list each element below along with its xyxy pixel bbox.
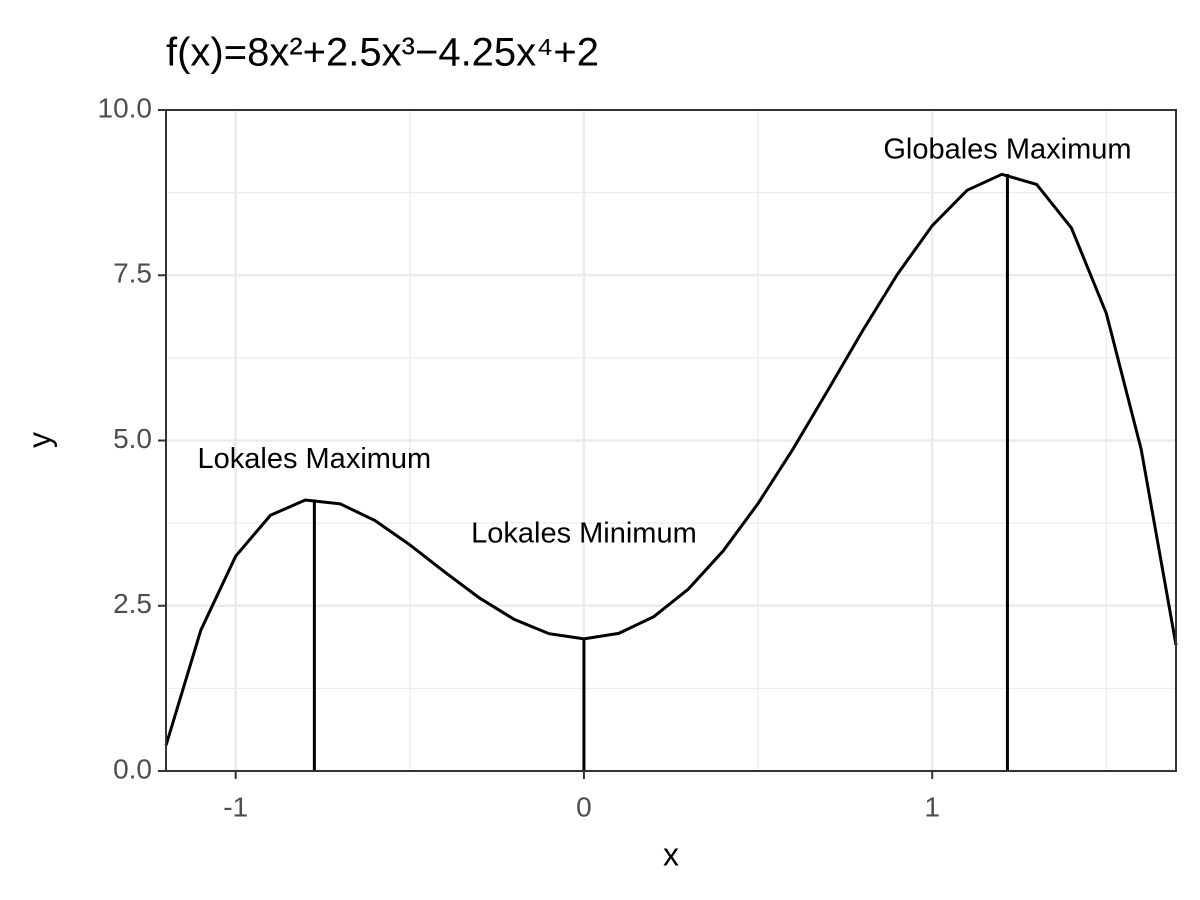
x-axis-title: x [663, 836, 679, 872]
y-axis-title: y [21, 432, 57, 448]
y-tick-label: 2.5 [113, 588, 152, 619]
x-tick-label: 0 [576, 791, 592, 822]
panel-border [165, 109, 1177, 772]
y-tick-label: 5.0 [113, 423, 152, 454]
annotation: Globales Maximum [883, 134, 1131, 166]
y-tick-label: 10.0 [98, 92, 153, 123]
x-tick-label: 1 [924, 791, 940, 822]
x-tick-label: -1 [223, 791, 248, 822]
annotation: Lokales Maximum [198, 443, 432, 475]
chart-title: f(x)=8x²+2.5x³−4.25x⁴+2 [166, 31, 599, 75]
y-tick-label: 0.0 [113, 753, 152, 784]
y-tick-label: 7.5 [113, 258, 152, 289]
annotation: Lokales Minimum [471, 518, 697, 550]
